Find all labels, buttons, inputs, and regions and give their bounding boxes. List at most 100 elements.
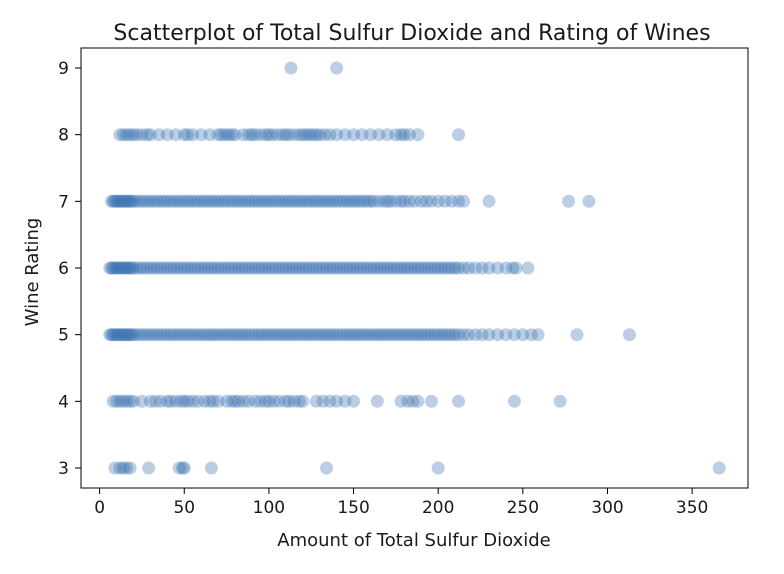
data-point — [181, 194, 195, 208]
data-point — [127, 261, 140, 275]
data-point — [336, 261, 350, 275]
data-point — [323, 261, 337, 275]
data-point — [372, 128, 386, 142]
data-point — [582, 194, 596, 208]
data-point — [181, 261, 195, 275]
data-point — [194, 261, 208, 275]
data-point — [116, 128, 130, 142]
data-point — [408, 261, 421, 275]
data-point — [421, 328, 435, 342]
data-point — [215, 328, 228, 342]
data-point — [220, 394, 234, 408]
data-point — [316, 261, 330, 275]
data-point — [340, 194, 354, 208]
data-point — [120, 194, 134, 208]
data-point — [150, 194, 164, 208]
data-point — [113, 261, 127, 275]
data-point — [164, 394, 178, 408]
data-point — [306, 194, 320, 208]
x-tick-label: 100 — [253, 498, 285, 518]
data-point — [116, 461, 130, 475]
data-point — [279, 261, 293, 275]
data-point — [259, 261, 272, 275]
data-point — [428, 261, 442, 275]
data-point — [326, 261, 340, 275]
data-point — [228, 328, 242, 342]
data-point — [121, 261, 135, 275]
data-point — [330, 194, 344, 208]
data-point — [452, 194, 465, 208]
data-point — [397, 128, 411, 142]
x-tick-label: 350 — [676, 498, 708, 518]
data-point — [313, 194, 327, 208]
data-point — [130, 194, 144, 208]
data-point — [152, 128, 166, 142]
data-point — [108, 461, 122, 475]
data-point — [252, 194, 266, 208]
data-point — [106, 394, 120, 408]
data-point — [218, 328, 232, 342]
data-point — [360, 194, 374, 208]
data-point — [340, 328, 354, 342]
data-point — [397, 261, 411, 275]
data-point — [198, 194, 212, 208]
data-point — [282, 128, 296, 142]
data-point — [435, 328, 449, 342]
data-point — [142, 461, 156, 475]
data-point — [414, 261, 428, 275]
data-point — [194, 328, 208, 342]
data-point — [441, 261, 455, 275]
data-point — [106, 261, 120, 275]
data-point — [228, 394, 242, 408]
data-point — [133, 194, 147, 208]
data-point — [171, 328, 184, 342]
data-point — [424, 394, 438, 408]
data-point — [475, 328, 489, 342]
data-point — [245, 194, 259, 208]
data-point — [218, 194, 232, 208]
data-point — [235, 261, 249, 275]
data-point — [350, 194, 364, 208]
data-point — [276, 194, 289, 208]
data-point — [147, 194, 161, 208]
data-point — [401, 261, 415, 275]
data-point — [238, 261, 252, 275]
data-point — [424, 328, 438, 342]
data-point — [116, 261, 130, 275]
data-point — [171, 194, 184, 208]
data-point — [255, 328, 269, 342]
data-point — [177, 461, 191, 475]
data-point — [282, 394, 296, 408]
data-point — [320, 194, 333, 208]
data-point — [421, 261, 435, 275]
data-point — [184, 328, 198, 342]
data-point — [248, 194, 262, 208]
y-tick-label: 6 — [58, 259, 69, 279]
data-point — [143, 328, 157, 342]
data-point — [357, 194, 371, 208]
data-point — [149, 394, 162, 408]
data-point — [323, 194, 337, 208]
data-point — [221, 128, 235, 142]
data-point — [287, 128, 301, 142]
data-point — [448, 328, 462, 342]
data-point — [164, 194, 178, 208]
data-point — [292, 128, 306, 142]
data-point — [374, 328, 388, 342]
data-point — [120, 461, 134, 475]
data-point — [289, 261, 303, 275]
data-point — [120, 128, 134, 142]
data-point — [133, 328, 147, 342]
data-point — [355, 128, 369, 142]
data-point — [187, 194, 201, 208]
data-point — [255, 194, 269, 208]
data-point — [121, 328, 135, 342]
data-point — [181, 394, 195, 408]
data-point — [394, 128, 408, 142]
data-point — [391, 261, 405, 275]
data-point — [377, 261, 391, 275]
data-point — [431, 261, 445, 275]
data-point — [113, 328, 127, 342]
data-point — [245, 261, 259, 275]
